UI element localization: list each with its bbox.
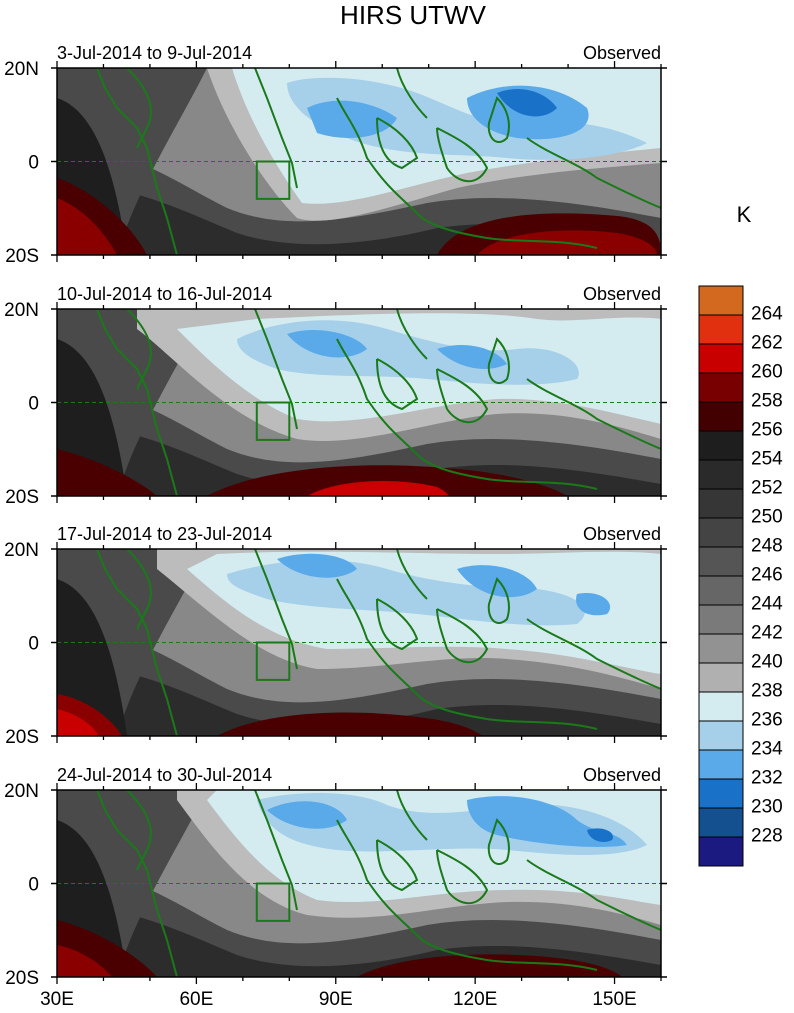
panel-observed-label: Observed: [583, 43, 661, 63]
panel-period-label: 17-Jul-2014 to 23-Jul-2014: [57, 524, 272, 544]
coastlines: [96, 309, 661, 496]
field-layer: [57, 309, 661, 496]
map-panel: 20N 0 20S 3-Jul-2014 to 9-Jul-2014 Observed: [4, 43, 667, 267]
colorbar-swatch: [698, 575, 744, 606]
y-tick-label: 0: [28, 394, 39, 415]
colorbar-swatch: [698, 778, 744, 809]
y-tick-label: 20N: [4, 781, 39, 802]
colorbar-level-label: 236: [751, 710, 783, 731]
y-tick-label: 0: [28, 634, 39, 655]
colorbar-level-label: 242: [751, 623, 783, 644]
colorbar-swatch: [698, 459, 744, 490]
colorbar-swatch: [698, 488, 744, 519]
y-tick-label: 20N: [4, 540, 39, 561]
y-tick-label: 20S: [5, 246, 39, 267]
colorbar-level-label: 246: [751, 565, 783, 586]
colorbar-swatch: [698, 662, 744, 693]
x-axis: 30E 60E 90E 120E 150E: [40, 989, 637, 1010]
colorbar-swatch: [698, 807, 744, 838]
y-tick-label: 20S: [5, 487, 39, 508]
colorbar-level-label: 262: [751, 333, 783, 354]
colorbar-swatch: [698, 604, 744, 635]
colorbar-level-label: 244: [751, 594, 783, 615]
colorbar-swatch: [698, 749, 744, 780]
panel-period-label: 10-Jul-2014 to 16-Jul-2014: [57, 284, 272, 304]
colorbar-level-label: 228: [751, 826, 783, 847]
panel-period-label: 3-Jul-2014 to 9-Jul-2014: [57, 43, 252, 63]
colorbar-level-label: 254: [751, 449, 783, 470]
colorbar-level-label: 250: [751, 507, 783, 528]
region-box: [255, 641, 291, 681]
colorbar-level-label: 260: [751, 362, 783, 383]
field-layer: [57, 68, 661, 255]
colorbar-swatch: [698, 372, 744, 403]
colorbar-swatch: [698, 285, 744, 316]
coastlines: [96, 549, 661, 736]
map-panel: 20N 0 20S 10-Jul-2014 to 16-Jul-2014 Observe…: [4, 284, 667, 508]
x-tick-label: 150E: [592, 989, 636, 1010]
y-tick-label: 20S: [5, 727, 39, 748]
y-tick-label: 20N: [4, 59, 39, 80]
x-tick-label: 60E: [179, 989, 213, 1010]
colorbar-swatch: [698, 720, 744, 751]
colorbar-level-label: 264: [751, 304, 783, 325]
map-panel: 20N 0 20S 17-Jul-2014 to 23-Jul-2014 Observe…: [4, 524, 667, 748]
region-box: [255, 160, 291, 200]
y-tick-label: 0: [28, 875, 39, 896]
x-tick-label: 30E: [40, 989, 74, 1010]
colorbar-swatch: [698, 343, 744, 374]
colorbar-swatch: [698, 314, 744, 345]
colorbar-level-label: 234: [751, 739, 783, 760]
coastlines: [96, 68, 661, 255]
x-tick-label: 120E: [453, 989, 497, 1010]
map-panel: 20N 0 20S 24-Jul-2014 to 30-Jul-2014 Observe…: [4, 765, 667, 989]
y-tick-label: 20N: [4, 300, 39, 321]
colorbar-swatch: [698, 517, 744, 548]
coastlines: [96, 790, 661, 977]
colorbar-level-label: 252: [751, 478, 783, 499]
panel-observed-label: Observed: [583, 524, 661, 544]
colorbar-level-label: 256: [751, 420, 783, 441]
colorbar-level-label: 232: [751, 768, 783, 789]
y-tick-label: 0: [28, 153, 39, 174]
colorbar-level-label: 240: [751, 652, 783, 673]
colorbar-swatch: [698, 401, 744, 432]
panel-period-label: 24-Jul-2014 to 30-Jul-2014: [57, 765, 272, 785]
panel-observed-label: Observed: [583, 765, 661, 785]
colorbar-level-label: 238: [751, 681, 783, 702]
colorbar-swatch: [698, 546, 744, 577]
x-tick-label: 90E: [319, 989, 353, 1010]
colorbar-units-label: K: [737, 202, 752, 227]
panel-observed-label: Observed: [583, 284, 661, 304]
region-box: [255, 401, 291, 441]
colorbar-level-label: 258: [751, 391, 783, 412]
colorbar-swatch: [698, 430, 744, 461]
y-tick-label: 20S: [5, 968, 39, 989]
figure-title: HIRS UTWV: [340, 0, 487, 30]
colorbar-level-label: 230: [751, 797, 783, 818]
field-layer: [57, 549, 661, 736]
colorbar-swatch: [698, 691, 744, 722]
colorbar-level-label: 248: [751, 536, 783, 557]
colorbar: 264 262 260 258 256 254 252 250 248 246 244 242 240 2…: [698, 285, 783, 867]
region-box: [255, 882, 291, 922]
colorbar-swatch: [698, 633, 744, 664]
field-layer: [57, 790, 661, 977]
colorbar-swatch: [698, 836, 744, 867]
